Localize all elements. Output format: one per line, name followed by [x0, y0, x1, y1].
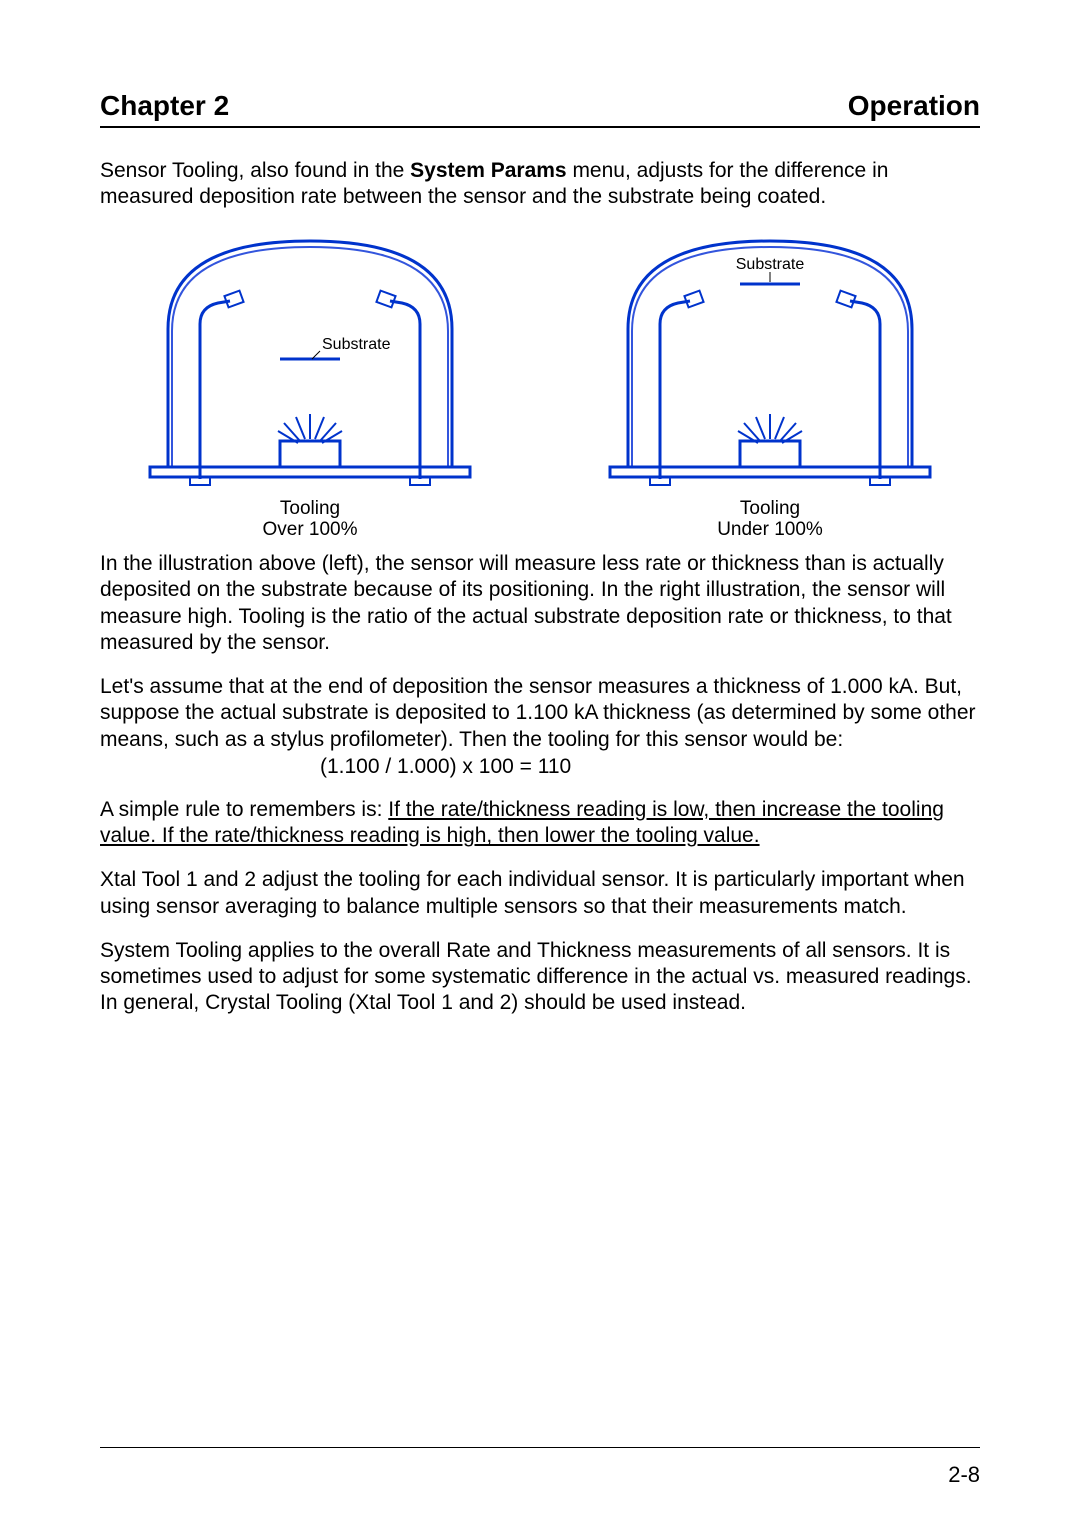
substrate-label-left: Substrate: [322, 336, 391, 353]
caption-right-line2: Under 100%: [717, 519, 823, 540]
diagram-right: Substrate Tooling: [560, 229, 980, 542]
diagram-left: Substrate Tooling: [100, 229, 520, 542]
caption-left-line2: Over 100%: [262, 519, 357, 540]
system-params-bold: System Params: [410, 159, 566, 182]
assume-paragraph: Let's assume that at the end of depositi…: [100, 674, 980, 753]
intro-paragraph: Sensor Tooling, also found in the System…: [100, 158, 980, 211]
header: Chapter 2 Operation: [100, 90, 980, 128]
caption-left-line1: Tooling: [280, 498, 340, 519]
substrate-label-right: Substrate: [736, 256, 805, 273]
caption-right-line1: Tooling: [740, 498, 800, 519]
tooling-equation: (1.100 / 1.000) x 100 = 110: [320, 755, 980, 779]
page-number: 2-8: [948, 1462, 980, 1488]
illustration-paragraph: In the illustration above (left), the se…: [100, 551, 980, 656]
diagram-left-svg: Substrate: [130, 229, 490, 494]
footer-rule: [100, 1447, 980, 1448]
intro-text-before: Sensor Tooling, also found in the: [100, 159, 410, 182]
chapter-title: Chapter 2: [100, 90, 229, 122]
page: Chapter 2 Operation Sensor Tooling, also…: [0, 0, 1080, 1528]
xtal-paragraph: Xtal Tool 1 and 2 adjust the tooling for…: [100, 867, 980, 920]
rule-lead: A simple rule to remembers is:: [100, 798, 388, 821]
diagram-right-svg: Substrate: [590, 229, 950, 494]
diagram-row: Substrate Tooling: [100, 229, 980, 542]
caption-left: Tooling Over 100%: [262, 498, 357, 542]
section-title: Operation: [848, 90, 980, 122]
caption-right: Tooling Under 100%: [717, 498, 823, 542]
system-tooling-paragraph: System Tooling applies to the overall Ra…: [100, 938, 980, 1017]
rule-paragraph: A simple rule to remembers is: If the ra…: [100, 797, 980, 850]
